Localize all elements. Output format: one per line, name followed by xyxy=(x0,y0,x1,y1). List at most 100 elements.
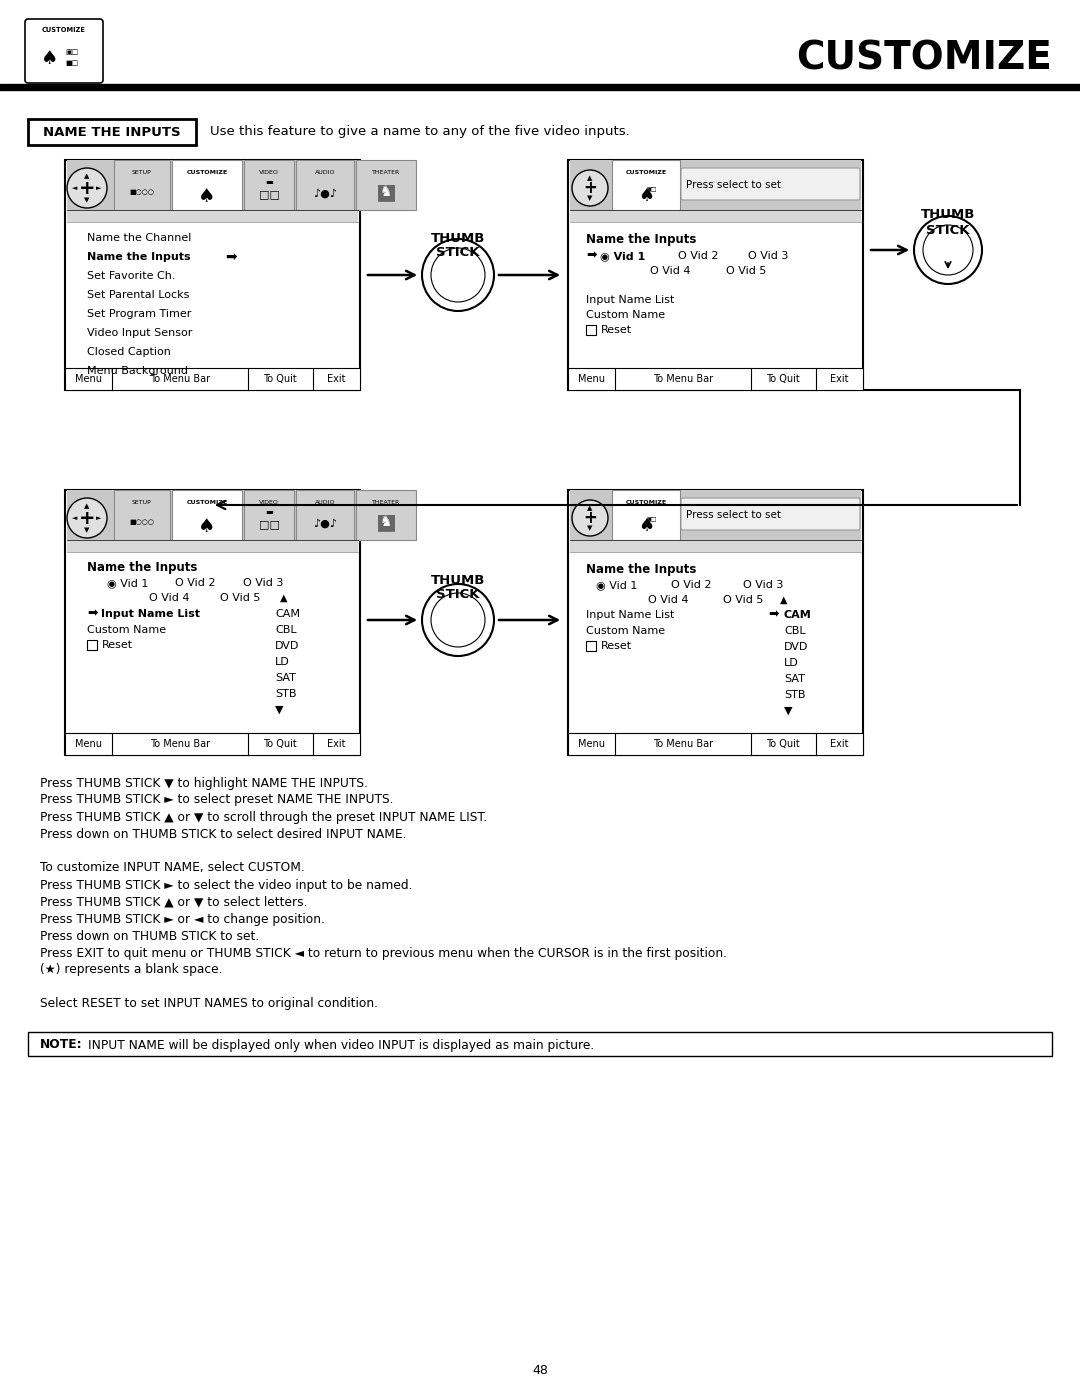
Text: □□: □□ xyxy=(258,520,280,529)
Text: ♪●♪: ♪●♪ xyxy=(313,520,337,529)
FancyBboxPatch shape xyxy=(114,490,170,541)
Text: ▼: ▼ xyxy=(84,527,90,534)
FancyBboxPatch shape xyxy=(568,161,863,390)
FancyBboxPatch shape xyxy=(244,161,294,210)
Text: ◄: ◄ xyxy=(72,184,78,191)
FancyBboxPatch shape xyxy=(67,541,357,552)
Text: Press down on THUMB STICK to set.: Press down on THUMB STICK to set. xyxy=(40,929,259,943)
Text: Custom Name: Custom Name xyxy=(586,310,665,320)
Text: ▲: ▲ xyxy=(280,592,287,604)
FancyBboxPatch shape xyxy=(570,541,861,552)
Text: ■: ■ xyxy=(376,182,396,203)
FancyBboxPatch shape xyxy=(570,490,861,541)
FancyBboxPatch shape xyxy=(568,367,863,390)
FancyBboxPatch shape xyxy=(114,161,170,210)
Text: Set Favorite Ch.: Set Favorite Ch. xyxy=(87,271,175,281)
Text: ➡: ➡ xyxy=(225,250,237,264)
Text: Press THUMB STICK ► or ◄ to change position.: Press THUMB STICK ► or ◄ to change posit… xyxy=(40,912,325,925)
Text: CAM: CAM xyxy=(275,609,300,619)
Text: ►: ► xyxy=(96,515,102,521)
Text: THUMB: THUMB xyxy=(431,574,485,587)
Text: ■○○○: ■○○○ xyxy=(130,520,154,525)
Text: ♠: ♠ xyxy=(41,49,58,67)
FancyBboxPatch shape xyxy=(28,1032,1052,1056)
Text: Select RESET to set INPUT NAMES to original condition.: Select RESET to set INPUT NAMES to origi… xyxy=(40,997,378,1010)
Text: ◉ Vid 1: ◉ Vid 1 xyxy=(600,251,645,261)
Text: Reset: Reset xyxy=(600,641,632,651)
Text: O Vid 5: O Vid 5 xyxy=(220,592,260,604)
Text: NAME THE INPUTS: NAME THE INPUTS xyxy=(43,126,180,138)
Text: Menu Background: Menu Background xyxy=(87,366,188,376)
Text: To Quit: To Quit xyxy=(767,374,800,384)
Text: ▲: ▲ xyxy=(84,503,90,509)
Text: THUMB: THUMB xyxy=(431,232,485,244)
Text: THEATER: THEATER xyxy=(372,169,400,175)
Text: STICK: STICK xyxy=(436,246,480,260)
Text: +: + xyxy=(79,509,95,528)
Text: □□: □□ xyxy=(258,189,280,198)
Text: ▬: ▬ xyxy=(265,507,273,517)
FancyBboxPatch shape xyxy=(570,210,861,222)
Text: Input Name List: Input Name List xyxy=(586,295,674,305)
Text: ▼: ▼ xyxy=(275,705,283,715)
Text: Press THUMB STICK ▼ to highlight NAME THE INPUTS.: Press THUMB STICK ▼ to highlight NAME TH… xyxy=(40,777,368,789)
Text: Press THUMB STICK ► to select preset NAME THE INPUTS.: Press THUMB STICK ► to select preset NAM… xyxy=(40,793,393,806)
Text: O Vid 5: O Vid 5 xyxy=(723,595,764,605)
Text: AUDIO: AUDIO xyxy=(314,500,335,504)
FancyBboxPatch shape xyxy=(612,161,680,210)
FancyBboxPatch shape xyxy=(568,733,863,754)
Text: ▣□: ▣□ xyxy=(647,517,658,522)
Text: ◄: ◄ xyxy=(72,515,78,521)
Text: Press THUMB STICK ► to select the video input to be named.: Press THUMB STICK ► to select the video … xyxy=(40,879,413,891)
Text: Set Parental Locks: Set Parental Locks xyxy=(87,291,189,300)
Text: ♠: ♠ xyxy=(638,517,654,535)
Text: Exit: Exit xyxy=(327,374,346,384)
Text: ➡: ➡ xyxy=(586,250,596,263)
Text: CUSTOMIZE: CUSTOMIZE xyxy=(187,169,228,175)
Text: CUSTOMIZE: CUSTOMIZE xyxy=(625,169,666,175)
FancyBboxPatch shape xyxy=(87,640,97,650)
FancyBboxPatch shape xyxy=(67,161,357,210)
Text: ◉ Vid 1: ◉ Vid 1 xyxy=(107,578,148,588)
Text: ▲: ▲ xyxy=(588,504,593,511)
FancyBboxPatch shape xyxy=(65,367,360,390)
Text: Video Input Sensor: Video Input Sensor xyxy=(87,328,192,338)
Text: AUDIO: AUDIO xyxy=(314,169,335,175)
FancyBboxPatch shape xyxy=(244,490,294,541)
Text: Menu: Menu xyxy=(578,739,605,749)
Text: ▲: ▲ xyxy=(84,173,90,179)
Text: O Vid 4: O Vid 4 xyxy=(650,265,690,277)
Text: Name the Inputs: Name the Inputs xyxy=(87,562,198,574)
Text: Press select to set: Press select to set xyxy=(686,180,781,190)
Text: ■○○○: ■○○○ xyxy=(130,189,154,196)
Text: O Vid 5: O Vid 5 xyxy=(726,265,767,277)
Text: Exit: Exit xyxy=(831,374,849,384)
Text: ▼: ▼ xyxy=(784,705,793,717)
Text: O Vid 2: O Vid 2 xyxy=(175,578,216,588)
Text: STICK: STICK xyxy=(927,224,970,236)
Text: Menu: Menu xyxy=(578,374,605,384)
Text: Name the Inputs: Name the Inputs xyxy=(586,233,697,246)
FancyBboxPatch shape xyxy=(172,490,242,541)
Text: ▣□: ▣□ xyxy=(647,187,658,193)
Text: SAT: SAT xyxy=(784,673,805,685)
Text: VIDEO: VIDEO xyxy=(259,169,279,175)
Text: SETUP: SETUP xyxy=(132,169,152,175)
Text: To Menu Bar: To Menu Bar xyxy=(653,739,713,749)
Text: CAM: CAM xyxy=(784,610,812,620)
Text: THUMB: THUMB xyxy=(921,208,975,222)
Text: Menu: Menu xyxy=(76,739,103,749)
Text: O Vid 4: O Vid 4 xyxy=(149,592,189,604)
Text: ■□: ■□ xyxy=(66,60,79,66)
Circle shape xyxy=(572,170,608,205)
Text: ▼: ▼ xyxy=(588,525,593,531)
Text: CBL: CBL xyxy=(275,624,297,636)
Text: Input Name List: Input Name List xyxy=(586,610,674,620)
Text: +: + xyxy=(79,179,95,197)
Text: Input Name List: Input Name List xyxy=(102,609,200,619)
Circle shape xyxy=(67,497,107,538)
Text: ♠: ♠ xyxy=(199,187,216,205)
Text: LD: LD xyxy=(784,658,799,668)
Text: DVD: DVD xyxy=(275,641,299,651)
Text: To Menu Bar: To Menu Bar xyxy=(653,374,713,384)
